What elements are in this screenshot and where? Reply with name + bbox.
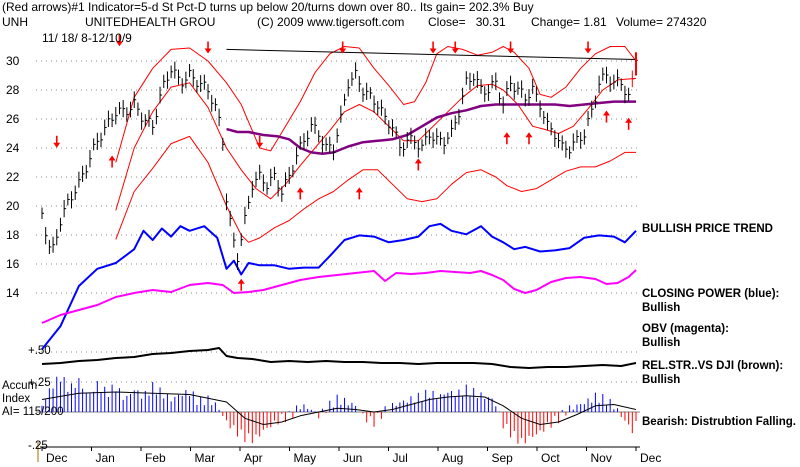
company-name: UNITEDHEALTH GROU bbox=[85, 15, 216, 29]
buy-arrow-head bbox=[503, 132, 511, 138]
level-minus-25: -.25 bbox=[28, 440, 48, 452]
buy-arrow-head bbox=[237, 278, 245, 284]
buy-arrow-head bbox=[602, 110, 610, 116]
level-plus-25: +.25 bbox=[28, 377, 51, 389]
ticker-symbol: UNH bbox=[2, 15, 28, 29]
buy-arrow-head bbox=[355, 187, 363, 193]
buy-arrow-head bbox=[414, 158, 422, 164]
buy-arrow-head bbox=[296, 187, 304, 193]
y-tick-label: 30 bbox=[6, 54, 20, 68]
bullish-price-trend-label: BULLISH PRICE TREND bbox=[642, 223, 773, 235]
middle-band-line bbox=[115, 77, 637, 211]
closing-power-line bbox=[41, 222, 637, 350]
obv-label: OBV (magenta): bbox=[642, 323, 729, 335]
y-tick-label: 26 bbox=[6, 112, 20, 126]
y-tick-label: 24 bbox=[6, 141, 20, 155]
sell-arrow-head bbox=[339, 48, 347, 54]
level-plus-50: +.50 bbox=[28, 345, 51, 357]
relstr-status: Bullish bbox=[642, 374, 681, 386]
copyright-text: (C) 2009 www.tigersoft.com bbox=[257, 15, 405, 29]
x-tick-label: Sep bbox=[492, 451, 514, 465]
x-tick-label: May bbox=[294, 451, 317, 465]
resistance-line bbox=[226, 48, 637, 61]
y-tick-label: 28 bbox=[6, 83, 20, 97]
y-tick-label: 20 bbox=[6, 199, 20, 213]
closing-power-status: Bullish bbox=[642, 302, 681, 314]
x-tick-label: Aug bbox=[442, 451, 463, 465]
moving-average-line bbox=[226, 100, 636, 156]
y-axis-ticks: 30 28 26 24 22 20 18 16 14 bbox=[6, 54, 20, 300]
y-tick-label: 22 bbox=[6, 170, 20, 184]
accum-status: Bearish: Distrubtion Falling. bbox=[642, 416, 796, 428]
upper-band-line bbox=[115, 46, 637, 163]
x-tick-label: Mar bbox=[195, 451, 216, 465]
volume-value: Volume= 274320 bbox=[616, 15, 707, 29]
indicator-title: (Red arrows)#1 Indicator=5-d St Pct-D tu… bbox=[2, 0, 534, 14]
obv-status: Bullish bbox=[642, 337, 681, 349]
change-value: Change= 1.81 bbox=[531, 15, 607, 29]
sell-arrow-head bbox=[429, 48, 437, 54]
accum-index-bars bbox=[41, 376, 637, 444]
buy-arrow-head bbox=[525, 132, 533, 138]
sell-arrow-head bbox=[53, 142, 61, 148]
date-range: 11/ 18/ 8-12/10/9 bbox=[42, 31, 132, 45]
x-tick-label: Nov bbox=[591, 451, 612, 465]
x-tick-label: Dec bbox=[46, 451, 67, 465]
sell-arrow-head bbox=[204, 48, 212, 54]
buy-arrow-head bbox=[108, 155, 116, 161]
y-tick-label: 18 bbox=[6, 228, 20, 242]
ai-value: AI= 115/200 bbox=[2, 406, 64, 418]
close-value: Close= 30.31 bbox=[428, 15, 506, 29]
y-tick-label: 16 bbox=[6, 257, 20, 271]
sell-arrow-head bbox=[451, 48, 459, 54]
lower-band-line bbox=[115, 135, 636, 243]
sell-arrow-head bbox=[115, 41, 123, 47]
sell-arrow-head bbox=[256, 142, 264, 148]
gridlines bbox=[36, 60, 640, 462]
buy-arrow-head bbox=[625, 117, 633, 123]
index-label: Index bbox=[2, 393, 31, 405]
x-tick-label: Jun bbox=[343, 451, 362, 465]
sell-arrow-head bbox=[584, 48, 592, 54]
x-tick-label: Apr bbox=[244, 451, 263, 465]
x-tick-label: Feb bbox=[145, 451, 166, 465]
x-axis-ticks: Dec Jan Feb Mar Apr May Jun Jul Aug Sep Oct Nov Dec bbox=[41, 447, 661, 465]
y-tick-label: 14 bbox=[6, 286, 20, 300]
sell-arrow-head bbox=[507, 48, 515, 54]
closing-power-label: CLOSING POWER (blue): bbox=[642, 288, 780, 300]
relstr-label: REL.STR..VS DJI (brown): bbox=[642, 360, 784, 372]
signal-arrows bbox=[53, 34, 633, 291]
accum-ma-line bbox=[41, 391, 637, 425]
x-tick-label: Oct bbox=[541, 451, 560, 465]
accum-label: Accum bbox=[2, 380, 38, 392]
relstr-line bbox=[41, 347, 637, 369]
x-tick-label: Dec bbox=[640, 451, 661, 465]
obv-line bbox=[41, 269, 637, 324]
x-tick-label: Jan bbox=[96, 451, 115, 465]
series-lines bbox=[41, 46, 638, 425]
x-tick-label: Jul bbox=[393, 451, 408, 465]
